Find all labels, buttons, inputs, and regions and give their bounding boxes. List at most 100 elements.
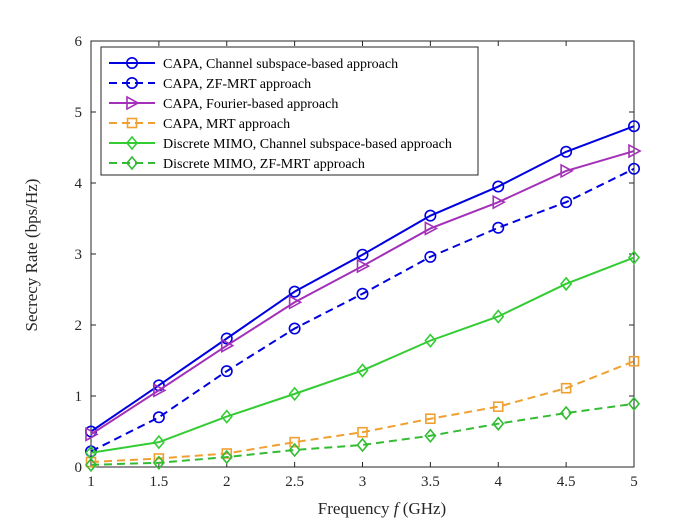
square-marker — [492, 401, 504, 412]
diamond-marker — [627, 396, 641, 412]
circle-marker — [126, 56, 139, 69]
legend-label: Discrete MIMO, Channel subspace-based ap… — [163, 137, 452, 152]
series-4 — [85, 355, 640, 468]
circle-marker — [220, 332, 233, 345]
triangle-marker — [424, 221, 439, 236]
series-6 — [84, 396, 641, 473]
x-tick-label: 4 — [495, 474, 503, 490]
x-tick-label: 1 — [87, 474, 95, 490]
triangle-marker — [85, 426, 99, 442]
circle-marker — [627, 162, 640, 175]
circle-marker — [492, 180, 505, 193]
diamond-marker — [152, 455, 165, 470]
x-axis-label-unit: (GHz) — [399, 499, 447, 518]
y-axis-label: Secrecy Rate (bps/Hz) — [22, 179, 41, 332]
x-axis-label-part: Frequency — [318, 499, 394, 518]
x-tick-label: 1.5 — [150, 474, 169, 490]
legend-label: CAPA, Fourier-based approach — [163, 97, 338, 112]
triangle-marker — [628, 143, 642, 159]
x-tick-label: 2 — [223, 474, 231, 490]
x-tick-label: 3.5 — [421, 474, 440, 490]
series-line — [90, 360, 635, 464]
triangle-marker — [288, 294, 303, 310]
y-tick-label: 4 — [75, 176, 83, 192]
legend-box — [100, 46, 479, 176]
triangle-marker — [153, 382, 167, 398]
legend-label: CAPA, MRT approach — [163, 117, 290, 132]
x-tick-label: 5 — [630, 474, 638, 490]
diamond-marker — [125, 135, 139, 151]
circle-marker — [560, 145, 573, 158]
square-marker — [85, 456, 97, 468]
diamond-marker — [492, 309, 505, 324]
diamond-marker — [288, 386, 301, 402]
legend-entry: Discrete MIMO, ZF-MRT approach — [109, 155, 365, 172]
legend-label: CAPA, Channel subspace-based approach — [163, 57, 398, 72]
square-marker — [425, 413, 436, 425]
diamond-marker — [356, 437, 369, 453]
diamond-marker — [288, 442, 301, 458]
x-axis-label: Frequency f (GHz) — [318, 499, 446, 518]
diamond-marker — [220, 409, 233, 424]
circle-marker — [356, 248, 369, 261]
circle-marker — [627, 120, 640, 133]
triangle-marker — [492, 194, 506, 210]
diamond-marker — [220, 449, 233, 465]
x-tick-label: 2.5 — [285, 474, 304, 490]
y-tick-label: 2 — [75, 318, 83, 334]
x-tick-label: 3 — [359, 474, 367, 490]
series-line — [90, 256, 635, 454]
diamond-marker — [424, 333, 437, 348]
diamond-marker — [125, 155, 139, 171]
circle-marker — [152, 411, 165, 424]
series-line — [90, 402, 635, 466]
triangle-marker — [356, 258, 371, 274]
circle-marker — [126, 77, 139, 90]
square-marker — [126, 117, 138, 129]
series-layer — [84, 120, 642, 473]
x-axis-label-variable: f — [394, 499, 401, 518]
series-line — [90, 125, 635, 433]
series-5 — [84, 250, 641, 461]
triangle-marker — [560, 163, 574, 179]
y-tick-label: 3 — [75, 247, 83, 263]
circle-marker — [288, 322, 301, 335]
diamond-marker — [424, 428, 437, 444]
triangle-marker — [220, 338, 235, 353]
series-line — [90, 167, 635, 453]
legend-entry: CAPA, MRT approach — [109, 117, 290, 132]
legend-entry: CAPA, ZF-MRT approach — [109, 77, 311, 92]
y-tick-label: 1 — [75, 389, 83, 405]
x-tick-label: 4.5 — [557, 474, 576, 490]
square-marker — [628, 355, 640, 367]
legend-label: CAPA, ZF-MRT approach — [163, 77, 311, 92]
diamond-marker — [627, 250, 641, 265]
circle-marker — [288, 285, 301, 298]
circle-marker — [560, 196, 573, 209]
y-tick-label: 6 — [75, 34, 83, 50]
series-line — [90, 150, 635, 436]
legend-label: Discrete MIMO, ZF-MRT approach — [163, 157, 365, 172]
diamond-marker — [84, 457, 98, 473]
circle-marker — [492, 221, 505, 234]
series-3 — [85, 143, 642, 442]
y-tick-label: 0 — [75, 460, 83, 476]
diamond-marker — [560, 276, 573, 292]
square-marker — [560, 382, 572, 394]
circle-marker — [424, 250, 437, 263]
circle-marker — [424, 209, 437, 222]
diamond-marker — [560, 405, 573, 421]
diamond-marker — [152, 434, 165, 450]
square-marker — [289, 436, 300, 448]
legend-entry: CAPA, Fourier-based approach — [109, 95, 338, 112]
square-marker — [357, 426, 368, 438]
circle-marker — [356, 287, 369, 300]
y-tick-label: 5 — [75, 105, 83, 121]
diamond-marker — [356, 363, 369, 378]
legend-entry: CAPA, Channel subspace-based approach — [109, 56, 398, 72]
legend: CAPA, Channel subspace-based approach CAP… — [100, 46, 479, 176]
circle-marker — [220, 365, 233, 378]
diamond-marker — [492, 416, 505, 431]
